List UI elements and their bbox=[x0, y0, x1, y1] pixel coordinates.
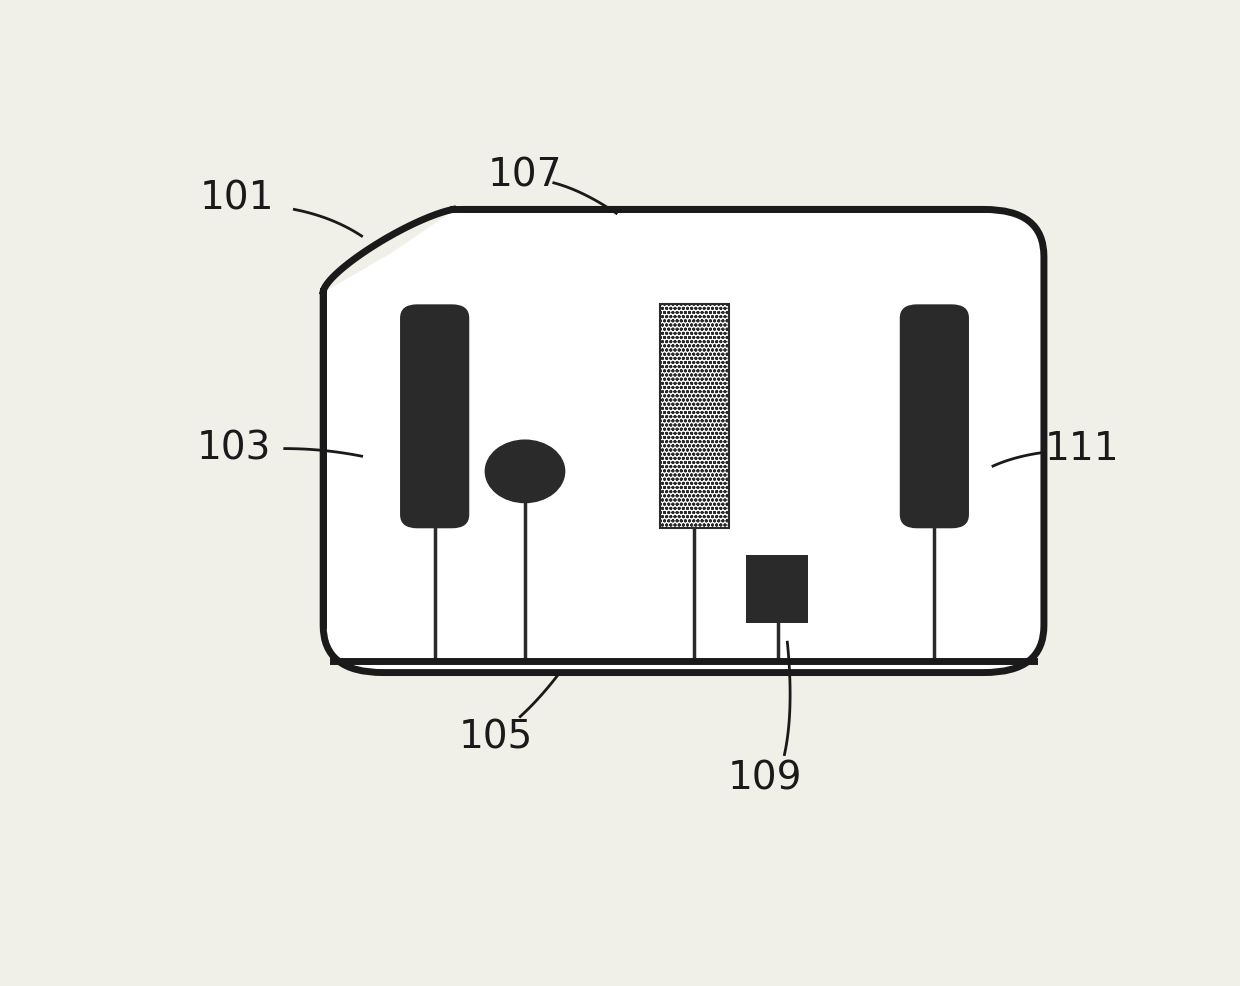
Text: 111: 111 bbox=[1045, 430, 1120, 467]
Text: 103: 103 bbox=[197, 430, 272, 467]
Bar bbox=[746, 555, 808, 623]
Polygon shape bbox=[314, 202, 463, 293]
Text: 101: 101 bbox=[200, 179, 274, 217]
Text: 105: 105 bbox=[459, 718, 533, 756]
FancyBboxPatch shape bbox=[324, 209, 1044, 672]
Circle shape bbox=[485, 440, 565, 503]
Text: 107: 107 bbox=[487, 156, 562, 194]
FancyBboxPatch shape bbox=[401, 305, 469, 528]
Text: 109: 109 bbox=[728, 760, 802, 798]
FancyBboxPatch shape bbox=[900, 305, 968, 528]
Bar bbox=[660, 305, 729, 528]
